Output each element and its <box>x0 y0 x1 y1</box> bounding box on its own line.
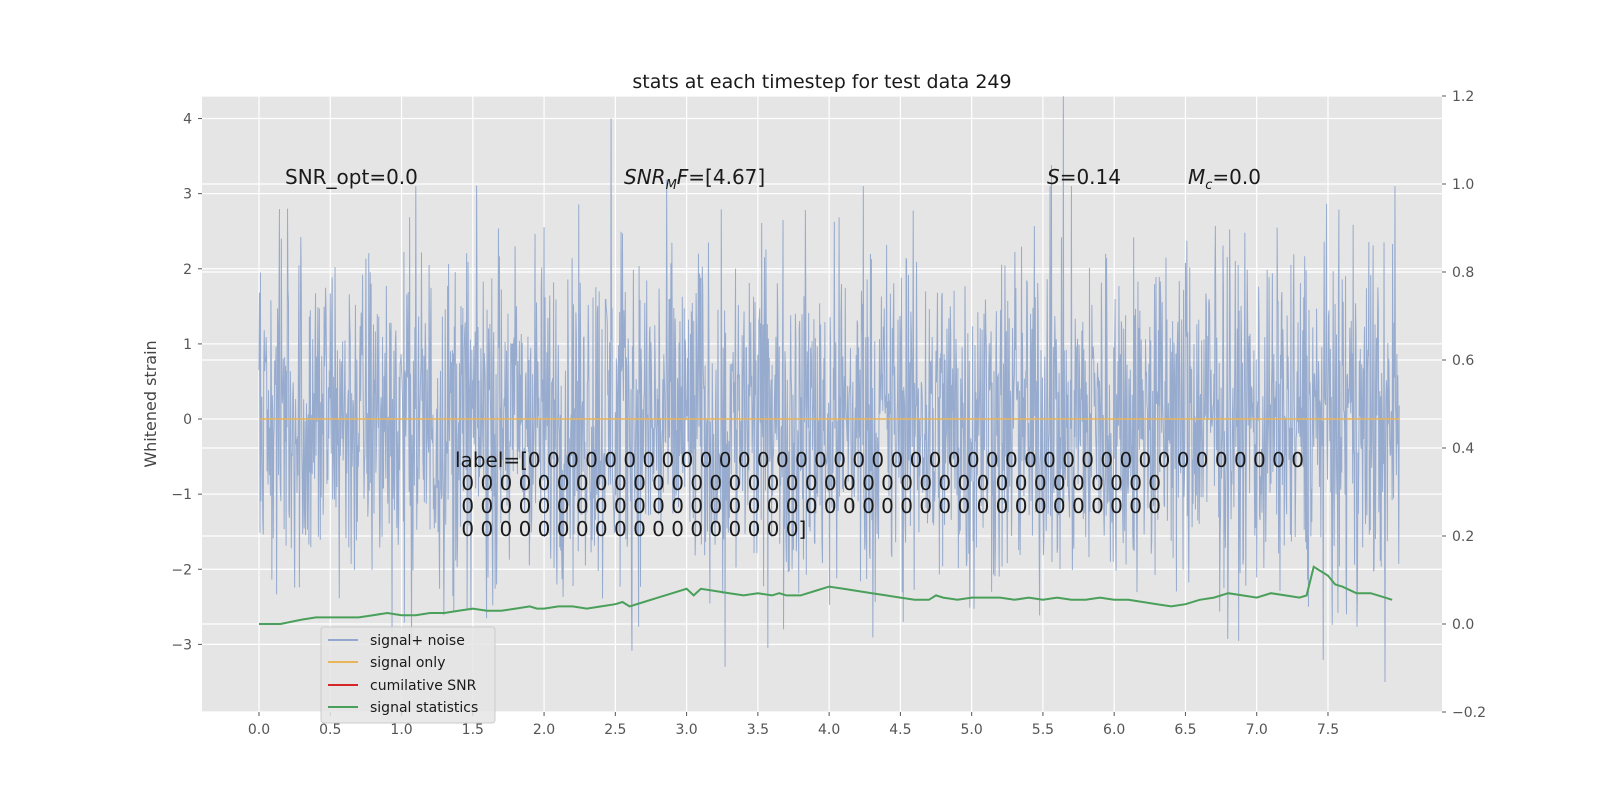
y-tick-label-2: 2 <box>183 262 192 278</box>
y2-tick-label-7: −0.2 <box>1452 705 1486 721</box>
axis-ticks: 0.0 0.5 1.0 1.5 2.0 2.5 3.0 3.5 4.0 4.5 5.0 5.5 6.0 6… <box>171 89 1486 738</box>
y-tick-label-4: 0 <box>183 412 192 428</box>
legend-label-cumulative-snr: cumilative SNR <box>370 678 477 694</box>
legend-box <box>320 626 496 724</box>
series-lines <box>259 418 1400 625</box>
x-tick-label-9: 4.5 <box>889 722 911 738</box>
x-tick-label-5: 2.5 <box>604 722 626 738</box>
y2-tick-label-4: 0.4 <box>1452 441 1474 457</box>
legend-label-signal-statistics: signal statistics <box>370 700 478 716</box>
x-tick-label-3: 1.5 <box>462 722 484 738</box>
y-tick-label-0: 4 <box>183 112 192 128</box>
label-line-4: 0 0 0 0 0 0 0 0 0 0 0 0 0 0 0 0 0 0] <box>455 517 806 541</box>
s-var: S <box>1047 165 1060 189</box>
annotation-s: S=0.14 <box>1047 165 1121 189</box>
x-tick-label-6: 3.0 <box>675 722 697 738</box>
y-tick-label-7: −3 <box>171 637 192 653</box>
x-tick-label-2: 1.0 <box>390 722 412 738</box>
snr-mf-sub: M <box>666 178 677 193</box>
snr-mf-base: SNR <box>624 165 666 189</box>
snr-mf-rest: =[4.67] <box>688 165 765 189</box>
y2-tick-label-5: 0.2 <box>1452 529 1474 545</box>
legend-label-signal-only: signal only <box>370 655 445 671</box>
s-rest: =0.14 <box>1060 165 1121 189</box>
chart-title: stats at each timestep for test data 249 <box>632 71 1011 93</box>
annotation-snr-opt: SNR_opt=0.0 <box>285 165 418 189</box>
annotation-snr-mf: SNRMF=[4.67] <box>624 165 765 193</box>
x-tick-label-0: 0.0 <box>248 722 270 738</box>
y2-tick-label-1: 1.0 <box>1452 177 1474 193</box>
label-line-1: label=[0 0 0 0 0 0 0 0 0 0 0 0 0 0 0 0 0… <box>455 448 1304 472</box>
mc-sub: c <box>1205 178 1212 193</box>
y2-tick-label-6: 0.0 <box>1452 617 1474 633</box>
series-signal-noise <box>258 96 1400 682</box>
x-tick-label-13: 6.5 <box>1174 722 1196 738</box>
mc-rest: =0.0 <box>1212 165 1261 189</box>
y2-tick-label-2: 0.8 <box>1452 265 1474 281</box>
x-tick-label-4: 2.0 <box>533 722 555 738</box>
x-tick-label-8: 4.0 <box>818 722 840 738</box>
x-tick-label-7: 3.5 <box>747 722 769 738</box>
y-tick-label-5: −1 <box>171 487 192 503</box>
legend: signal+ noise signal only cumilative SNR… <box>320 626 496 724</box>
signal-statistics-line <box>259 565 1393 625</box>
label-line-3: 0 0 0 0 0 0 0 0 0 0 0 0 0 0 0 0 0 0 0 0 … <box>455 494 1161 518</box>
x-tick-label-12: 6.0 <box>1103 722 1125 738</box>
y2-tick-label-3: 0.6 <box>1452 353 1474 369</box>
snr-mf-f: F <box>677 165 689 189</box>
y-tick-label-1: 3 <box>183 187 192 203</box>
mc-var: M <box>1188 165 1205 189</box>
legend-label-signal-noise: signal+ noise <box>370 633 465 649</box>
y-tick-label-6: −2 <box>171 562 192 578</box>
y2-tick-label-0: 1.2 <box>1452 89 1474 105</box>
y-tick-label-3: 1 <box>183 337 192 353</box>
x-tick-label-14: 7.0 <box>1246 722 1268 738</box>
x-tick-label-10: 5.0 <box>961 722 983 738</box>
x-tick-label-1: 0.5 <box>319 722 341 738</box>
annotation-mc: Mc=0.0 <box>1188 165 1261 193</box>
x-tick-label-11: 5.5 <box>1032 722 1054 738</box>
y-axis-label: Whitened strain <box>141 340 160 467</box>
signal-noise-line <box>258 96 1400 682</box>
label-line-2: 0 0 0 0 0 0 0 0 0 0 0 0 0 0 0 0 0 0 0 0 … <box>455 471 1161 495</box>
x-tick-label-15: 7.5 <box>1317 722 1339 738</box>
